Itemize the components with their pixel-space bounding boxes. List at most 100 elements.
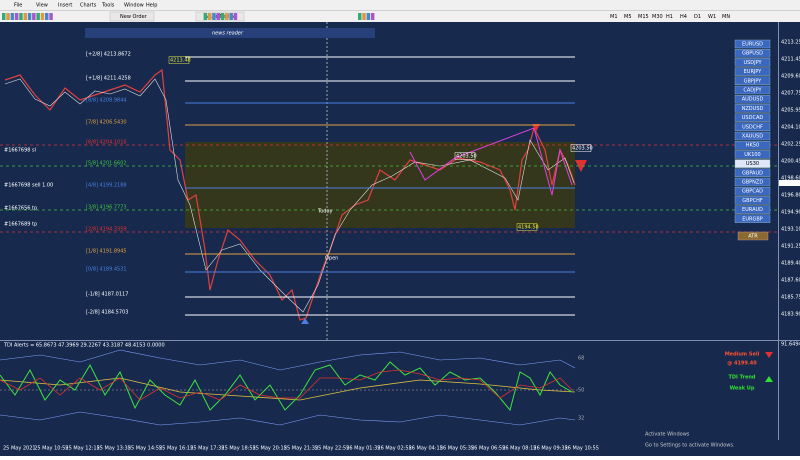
symbol-button[interactable] xyxy=(734,94,771,104)
menu-item[interactable]: Tools xyxy=(101,3,115,9)
timeframe-button[interactable]: M5 xyxy=(624,14,632,20)
symbol-label[interactable]: HK50 xyxy=(746,143,759,149)
menu-item[interactable]: Window xyxy=(124,3,144,9)
symbol-button[interactable] xyxy=(734,186,771,196)
timeframe-button[interactable]: W1 xyxy=(708,14,716,20)
symbol-button[interactable] xyxy=(734,49,771,58)
symbol-button[interactable] xyxy=(734,159,771,168)
symbol-button[interactable] xyxy=(734,196,771,205)
sell-arrow xyxy=(575,160,587,172)
price-axis-bg xyxy=(778,22,800,456)
toolbar-icon[interactable] xyxy=(220,13,225,20)
symbol-label[interactable]: EURAUD xyxy=(742,207,763,213)
symbol-label[interactable]: UK100 xyxy=(744,152,760,158)
symbol-button[interactable] xyxy=(734,150,771,159)
symbol-button[interactable] xyxy=(734,122,771,132)
menu-item[interactable]: Charts xyxy=(80,3,97,9)
symbol-button[interactable] xyxy=(734,104,771,113)
symbol-label[interactable]: NZDUSD xyxy=(742,106,764,112)
toolbar-icon[interactable] xyxy=(216,13,221,20)
symbol-label[interactable]: USDCAD xyxy=(742,115,764,121)
murrey-label: [4/8] 4199.2188 xyxy=(86,183,127,189)
symbol-button[interactable] xyxy=(734,177,771,187)
tdi-baseline xyxy=(0,377,576,401)
symbol-button[interactable] xyxy=(734,67,771,76)
toolbar-icon[interactable] xyxy=(229,13,233,20)
order-label: #1667698 sell 1.00 xyxy=(4,183,53,189)
toolbar-icon[interactable] xyxy=(225,13,229,20)
timeframe-button[interactable]: MN xyxy=(722,14,730,20)
toolbar-icon[interactable] xyxy=(366,13,371,20)
signal-title: Medium Sell xyxy=(725,352,760,358)
symbol-label[interactable]: XAUUSD xyxy=(742,134,763,140)
timeframe-button[interactable]: H1 xyxy=(666,14,673,20)
symbol-label[interactable]: AUDUSD xyxy=(742,97,764,103)
toolbar-icon[interactable] xyxy=(233,13,238,20)
toolbar-icon[interactable] xyxy=(32,13,36,20)
toolbar-icon[interactable] xyxy=(23,13,28,20)
toolbar-icon[interactable] xyxy=(207,13,212,20)
toolbar-icon[interactable] xyxy=(203,13,208,20)
toolbar-icon[interactable] xyxy=(40,13,45,20)
symbol-label[interactable]: USDJPY xyxy=(743,60,762,66)
open-label: Open xyxy=(325,256,338,262)
symbol-label[interactable]: CADJPY xyxy=(743,88,762,94)
symbol-button[interactable] xyxy=(734,131,771,141)
symbol-button[interactable] xyxy=(734,205,771,214)
price-tag-box xyxy=(454,152,476,160)
symbol-label[interactable]: GBPNZD xyxy=(742,180,763,186)
toolbar-icon[interactable] xyxy=(370,13,375,20)
symbol-button[interactable] xyxy=(734,39,771,49)
symbol-button[interactable] xyxy=(734,140,771,150)
symbol-label[interactable]: GBPAUD xyxy=(742,170,763,176)
toolbar-icon[interactable] xyxy=(49,13,53,20)
murrey-label: [+1/8] 4211.4258 xyxy=(86,76,131,82)
symbol-label[interactable]: GBPUSD xyxy=(742,51,763,57)
timeframe-button[interactable]: H4 xyxy=(680,14,687,20)
symbol-label[interactable]: EURUSD xyxy=(742,42,763,48)
indicator-header: TDI Alerts = 65.8673 47.3969 29.2267 43.… xyxy=(3,343,165,349)
toolbar-icon[interactable] xyxy=(358,13,362,20)
toolbar-icon[interactable] xyxy=(2,13,6,20)
current-price-tag xyxy=(779,180,800,186)
price-series xyxy=(4,68,576,321)
symbol-label[interactable]: GBPCHF xyxy=(742,198,763,204)
murrey-label: [+2/8] 4213.8672 xyxy=(86,52,131,58)
symbol-label[interactable]: EURJPY xyxy=(744,69,763,75)
symbol-label[interactable]: USDCHF xyxy=(742,124,763,130)
toolbar-icon[interactable] xyxy=(27,13,32,20)
atr-button[interactable] xyxy=(737,231,769,241)
symbol-button[interactable] xyxy=(734,168,771,178)
symbol-button[interactable] xyxy=(734,113,771,122)
symbol-button[interactable] xyxy=(734,85,771,95)
price-tag-box xyxy=(168,56,190,64)
symbol-label[interactable]: EURGBP xyxy=(742,216,763,222)
timeframe-button[interactable]: M1 xyxy=(610,14,618,20)
order-label: #1667656 tp xyxy=(4,206,37,212)
price-axis-label: 4213.25 xyxy=(781,40,800,46)
menu-item[interactable]: Help xyxy=(146,3,157,9)
menu-item[interactable]: Insert xyxy=(58,3,72,9)
menu-item[interactable]: File xyxy=(14,3,22,9)
toolbar-icon[interactable] xyxy=(45,13,49,20)
symbol-label[interactable]: GBPJPY xyxy=(744,78,763,84)
toolbar-icon[interactable] xyxy=(19,13,23,20)
new-order-button[interactable] xyxy=(109,11,155,22)
timeframe-button[interactable]: D1 xyxy=(694,14,701,20)
toolbar-icon[interactable] xyxy=(362,13,366,20)
timeframe-button[interactable]: M30 xyxy=(652,14,663,20)
symbol-button[interactable] xyxy=(734,76,771,86)
toolbar-icon[interactable] xyxy=(14,13,19,20)
toolbar-icon[interactable] xyxy=(212,13,216,20)
menu-item[interactable]: View xyxy=(36,3,48,9)
murrey-label: [3/8] 4196.7773 xyxy=(86,205,127,211)
symbol-button[interactable] xyxy=(734,58,771,67)
toolbar-icon[interactable] xyxy=(6,13,10,20)
toolbar-icon[interactable] xyxy=(36,13,40,20)
symbol-label[interactable]: GBPCAD xyxy=(742,189,763,195)
murrey-label: [-1/8] 4187.0117 xyxy=(86,292,128,298)
toolbar-icon[interactable] xyxy=(10,13,15,20)
symbol-label[interactable]: US30 xyxy=(746,161,759,167)
timeframe-button[interactable]: M15 xyxy=(638,14,649,20)
symbol-button[interactable] xyxy=(734,214,771,224)
